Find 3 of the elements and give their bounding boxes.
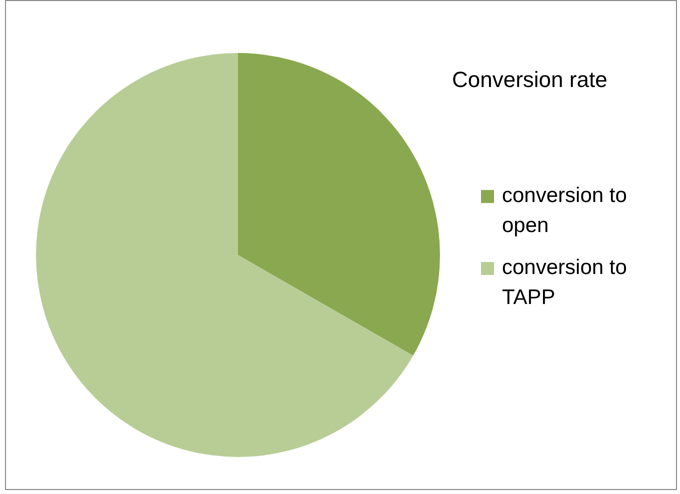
text: Conversion rate [452,67,608,93]
legend-label: conversion to open [502,183,628,239]
legend-label: conversion to TAPP [502,255,628,311]
